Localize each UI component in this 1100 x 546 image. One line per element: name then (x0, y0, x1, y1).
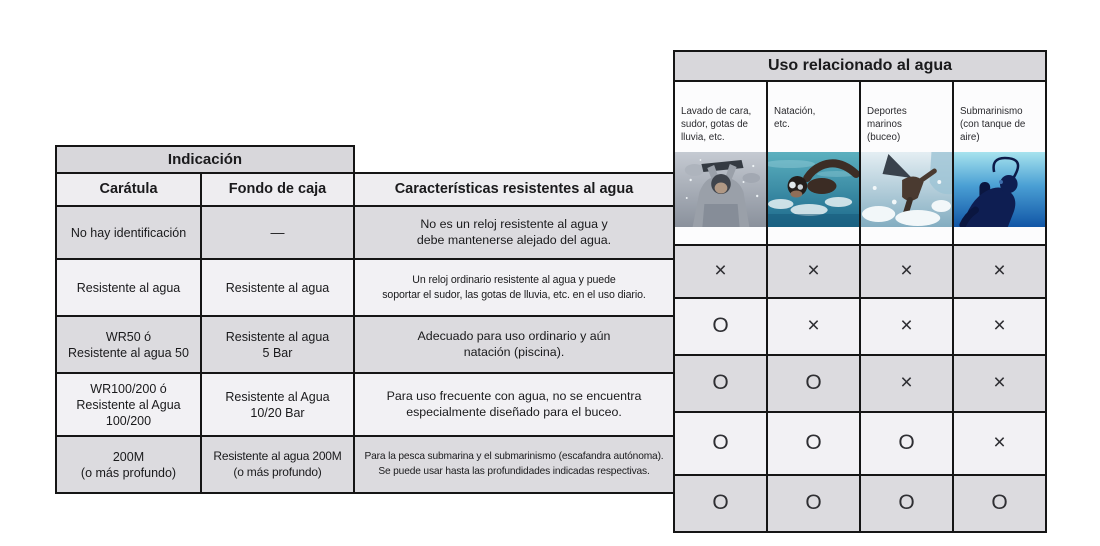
mark-cell: O (859, 410, 954, 476)
mark-cell: × (952, 243, 1047, 299)
usage-column-swimming: Natación, etc. (766, 80, 861, 246)
table-row: WR50 ó Resistente al agua 50 Resistente … (55, 315, 675, 374)
face-washing-photo (676, 152, 765, 228)
usage-label: Deportes marinos (buceo) (867, 106, 907, 144)
mark-cell: O (952, 473, 1047, 533)
caratula-cell: No hay identificación (55, 205, 202, 260)
table-row: Resistente al agua Resistente al agua Un… (55, 258, 675, 317)
mark-cell: × (859, 353, 954, 413)
indication-table: Indicación Carátula Fondo de caja Caract… (55, 145, 675, 494)
marks-row: O O O × (673, 410, 1047, 476)
fondo-cell: Resistente al Agua 10/20 Bar (200, 372, 355, 437)
caracteristicas-cell: Un reloj ordinario resistente al agua y … (353, 258, 675, 317)
water-usage-panel: Uso relacionado al agua Lavado de cara, … (673, 50, 1047, 533)
table-row: No hay identificación — No es un reloj r… (55, 205, 675, 260)
mark-cell: × (952, 410, 1047, 476)
marks-row: × × × × (673, 243, 1047, 299)
caracteristicas-cell: Adecuado para uso ordinario y aún nataci… (353, 315, 675, 374)
mark-cell: O (673, 473, 768, 533)
indication-group-header: Indicación (55, 145, 355, 174)
mark-cell: × (766, 243, 861, 299)
swimming-photo (769, 152, 858, 228)
fondo-cell: — (200, 205, 355, 260)
mark-cell: O (673, 296, 768, 356)
column-header-caracteristicas: Características resistentes al agua (353, 172, 675, 207)
mark-cell: O (766, 473, 861, 533)
mark-cell: O (766, 410, 861, 476)
caratula-cell: WR50 ó Resistente al agua 50 (55, 315, 202, 374)
fondo-cell: Resistente al agua 200M (o más profundo) (200, 435, 355, 494)
usage-label: Submarinismo (con tanque de aire) (960, 106, 1026, 144)
caracteristicas-cell: Para la pesca submarina y el submarinism… (353, 435, 675, 494)
empty-spacer (354, 146, 674, 173)
marks-row: O × × × (673, 296, 1047, 356)
caratula-cell: 200M (o más profundo) (55, 435, 202, 494)
mark-cell: × (952, 296, 1047, 356)
marks-row: O O O O (673, 473, 1047, 533)
marine-sports-photo (862, 152, 951, 228)
caracteristicas-cell: No es un reloj resistente al agua y debe… (353, 205, 675, 260)
usage-column-marine-sports: Deportes marinos (buceo) (859, 80, 954, 246)
caratula-cell: WR100/200 ó Resistente al Agua 100/200 (55, 372, 202, 437)
mark-cell: × (766, 296, 861, 356)
mark-cell: × (673, 243, 768, 299)
mark-cell: O (859, 473, 954, 533)
mark-cell: O (673, 410, 768, 476)
marks-row: O O × × (673, 353, 1047, 413)
fondo-cell: Resistente al agua (200, 258, 355, 317)
mark-cell: × (859, 243, 954, 299)
usage-label: Natación, etc. (774, 106, 816, 131)
usage-panel-title: Uso relacionado al agua (673, 50, 1047, 82)
mark-cell: O (766, 353, 861, 413)
fondo-cell: Resistente al agua 5 Bar (200, 315, 355, 374)
usage-column-face-washing: Lavado de cara, sudor, gotas de lluvia, … (673, 80, 768, 246)
mark-cell: × (952, 353, 1047, 413)
usage-column-scuba-diving: Submarinismo (con tanque de aire) (952, 80, 1047, 246)
caracteristicas-cell: Para uso frecuente con agua, no se encue… (353, 372, 675, 437)
column-header-fondo-de-caja: Fondo de caja (200, 172, 355, 207)
mark-cell: O (673, 353, 768, 413)
mark-cell: × (859, 296, 954, 356)
table-row: 200M (o más profundo) Resistente al agua… (55, 435, 675, 494)
usage-label: Lavado de cara, sudor, gotas de lluvia, … (681, 106, 752, 144)
table-row: WR100/200 ó Resistente al Agua 100/200 R… (55, 372, 675, 437)
caratula-cell: Resistente al agua (55, 258, 202, 317)
column-header-caratula: Carátula (55, 172, 202, 207)
scuba-diving-photo (955, 152, 1044, 228)
